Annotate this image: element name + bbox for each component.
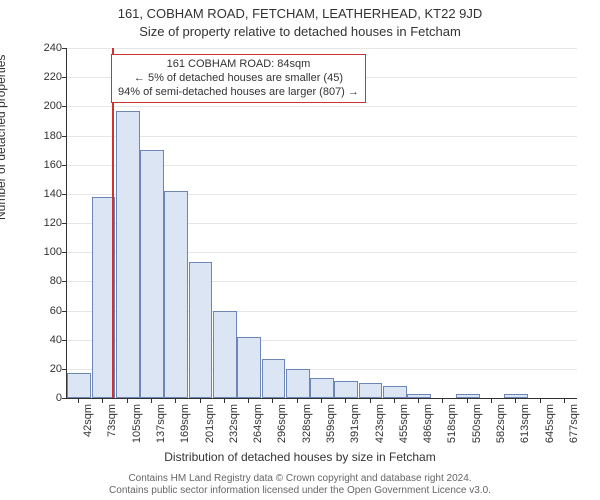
ytick-mark bbox=[62, 165, 66, 166]
xtick-mark bbox=[127, 399, 128, 403]
ytick-mark bbox=[62, 311, 66, 312]
annotation-line-3: 94% of semi-detached houses are larger (… bbox=[118, 86, 359, 98]
xtick-mark bbox=[175, 399, 176, 403]
xtick-mark bbox=[564, 399, 565, 403]
ytick-label: 160 bbox=[32, 159, 62, 171]
xtick-mark bbox=[297, 399, 298, 403]
xtick-label: 645sqm bbox=[544, 404, 556, 443]
xtick-label: 73sqm bbox=[106, 404, 118, 437]
ytick-mark bbox=[62, 398, 66, 399]
xtick-label: 137sqm bbox=[155, 404, 167, 443]
histogram-bar bbox=[189, 262, 213, 398]
gridline bbox=[67, 136, 577, 137]
title-line-2: Size of property relative to detached ho… bbox=[0, 24, 600, 39]
xtick-mark bbox=[200, 399, 201, 403]
histogram-bar bbox=[116, 111, 140, 398]
xtick-label: 359sqm bbox=[325, 404, 337, 443]
xtick-label: 42sqm bbox=[82, 404, 94, 437]
ytick-mark bbox=[62, 369, 66, 370]
ytick-mark bbox=[62, 136, 66, 137]
xtick-mark bbox=[321, 399, 322, 403]
xtick-label: 486sqm bbox=[422, 404, 434, 443]
xtick-label: 423sqm bbox=[374, 404, 386, 443]
footer-line-1: Contains HM Land Registry data © Crown c… bbox=[128, 473, 471, 484]
xtick-mark bbox=[394, 399, 395, 403]
histogram-bar bbox=[456, 394, 480, 398]
ytick-label: 80 bbox=[32, 275, 62, 287]
ytick-label: 20 bbox=[32, 363, 62, 375]
xtick-label: 169sqm bbox=[179, 404, 191, 443]
xtick-mark bbox=[491, 399, 492, 403]
ytick-label: 60 bbox=[32, 305, 62, 317]
xtick-label: 613sqm bbox=[519, 404, 531, 443]
xtick-label: 582sqm bbox=[495, 404, 507, 443]
xtick-mark bbox=[345, 399, 346, 403]
gridline bbox=[67, 48, 577, 49]
chart-container: 161, COBHAM ROAD, FETCHAM, LEATHERHEAD, … bbox=[0, 0, 600, 500]
y-axis-label: Number of detached properties bbox=[0, 55, 8, 220]
xtick-label: 264sqm bbox=[252, 404, 264, 443]
xtick-label: 391sqm bbox=[349, 404, 361, 443]
ytick-label: 100 bbox=[32, 246, 62, 258]
ytick-mark bbox=[62, 106, 66, 107]
xtick-mark bbox=[467, 399, 468, 403]
xtick-mark bbox=[248, 399, 249, 403]
xtick-mark bbox=[540, 399, 541, 403]
property-annotation: 161 COBHAM ROAD: 84sqm ← 5% of detached h… bbox=[111, 54, 366, 103]
xtick-mark bbox=[515, 399, 516, 403]
xtick-mark bbox=[78, 399, 79, 403]
histogram-bar bbox=[67, 373, 91, 398]
xtick-label: 105sqm bbox=[131, 404, 143, 443]
x-axis-label: Distribution of detached houses by size … bbox=[0, 450, 600, 464]
xtick-label: 296sqm bbox=[276, 404, 288, 443]
xtick-mark bbox=[418, 399, 419, 403]
xtick-mark bbox=[442, 399, 443, 403]
xtick-label: 677sqm bbox=[568, 404, 580, 443]
ytick-label: 120 bbox=[32, 217, 62, 229]
ytick-label: 240 bbox=[32, 42, 62, 54]
ytick-mark bbox=[62, 194, 66, 195]
ytick-label: 0 bbox=[32, 392, 62, 404]
xtick-mark bbox=[224, 399, 225, 403]
ytick-label: 220 bbox=[32, 71, 62, 83]
xtick-label: 201sqm bbox=[204, 404, 216, 443]
histogram-bar bbox=[213, 311, 237, 399]
xtick-mark bbox=[151, 399, 152, 403]
histogram-bar bbox=[140, 150, 164, 398]
footer-line-2: Contains public sector information licen… bbox=[109, 485, 491, 496]
title-line-1: 161, COBHAM ROAD, FETCHAM, LEATHERHEAD, … bbox=[0, 6, 600, 21]
histogram-bar bbox=[310, 378, 334, 398]
ytick-label: 140 bbox=[32, 188, 62, 200]
footer-attribution: Contains HM Land Registry data © Crown c… bbox=[0, 473, 600, 497]
xtick-mark bbox=[102, 399, 103, 403]
histogram-bar bbox=[504, 394, 528, 398]
histogram-bar bbox=[286, 369, 310, 398]
xtick-mark bbox=[370, 399, 371, 403]
ytick-mark bbox=[62, 77, 66, 78]
histogram-bar bbox=[359, 383, 383, 398]
histogram-bar bbox=[164, 191, 188, 398]
xtick-label: 455sqm bbox=[398, 404, 410, 443]
annotation-line-2: ← 5% of detached houses are smaller (45) bbox=[134, 72, 343, 84]
ytick-label: 200 bbox=[32, 100, 62, 112]
xtick-label: 550sqm bbox=[471, 404, 483, 443]
ytick-mark bbox=[62, 48, 66, 49]
ytick-mark bbox=[62, 340, 66, 341]
ytick-label: 40 bbox=[32, 334, 62, 346]
histogram-bar bbox=[383, 386, 407, 398]
histogram-bar bbox=[237, 337, 261, 398]
ytick-mark bbox=[62, 281, 66, 282]
ytick-label: 180 bbox=[32, 130, 62, 142]
histogram-bar bbox=[262, 359, 286, 398]
ytick-mark bbox=[62, 252, 66, 253]
histogram-bar bbox=[334, 381, 358, 399]
histogram-bar bbox=[407, 394, 431, 398]
xtick-mark bbox=[272, 399, 273, 403]
ytick-mark bbox=[62, 223, 66, 224]
xtick-label: 518sqm bbox=[446, 404, 458, 443]
xtick-label: 232sqm bbox=[228, 404, 240, 443]
annotation-line-1: 161 COBHAM ROAD: 84sqm bbox=[167, 58, 311, 70]
xtick-label: 328sqm bbox=[301, 404, 313, 443]
gridline bbox=[67, 106, 577, 107]
